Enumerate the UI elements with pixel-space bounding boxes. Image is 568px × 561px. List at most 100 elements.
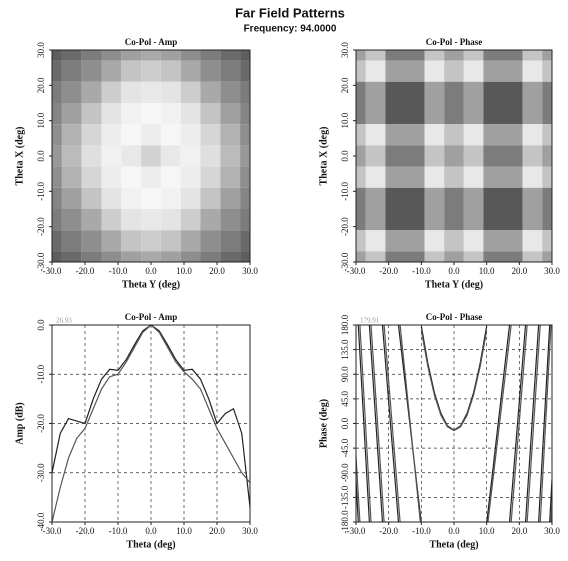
heatmap-cell — [180, 60, 201, 82]
heatmap-cell — [542, 166, 552, 188]
heatmap-cell — [522, 251, 543, 262]
heatmap-cell — [385, 145, 405, 167]
heatmap-cell — [424, 124, 445, 146]
heatmap-cell — [542, 50, 552, 61]
heatmap-cell — [160, 209, 181, 231]
heatmap-cell — [424, 166, 445, 188]
heatmap-cell — [365, 187, 386, 209]
x-tick-label: -20.0 — [379, 526, 398, 536]
heatmap-cell — [356, 60, 366, 82]
heatmap-cell — [405, 230, 425, 252]
heatmap-cell — [240, 230, 250, 252]
y-tick-label: -20.0 — [340, 217, 350, 236]
panel-title: Co-Pol - Phase — [426, 312, 483, 322]
heatmap-cell — [121, 60, 142, 82]
x-tick-label: -30.0 — [43, 526, 62, 536]
heatmap-cell — [180, 209, 201, 231]
heatmap-cell — [160, 230, 181, 252]
heatmap-cell — [356, 145, 366, 167]
y-tick-label: -90.0 — [340, 463, 350, 482]
heatmap-cell — [522, 103, 543, 125]
heatmap-cell — [52, 166, 62, 188]
heatmap-cell — [503, 166, 523, 188]
heatmap-cell — [424, 209, 445, 231]
heatmap-cell — [463, 60, 484, 82]
heatmap-cell — [356, 251, 366, 262]
heatmap-cell — [160, 60, 181, 82]
heatmap-cell — [522, 230, 543, 252]
heatmap-cell — [522, 60, 543, 82]
heatmap-cell — [385, 124, 405, 146]
y-tick-label: -45.0 — [340, 438, 350, 457]
y-tick-label: -40.0 — [36, 512, 46, 531]
heatmap-cell — [180, 251, 201, 262]
heatmap-cell — [542, 103, 552, 125]
heatmap-cell — [220, 60, 241, 82]
y-tick-label: 30.0 — [340, 42, 350, 58]
heatmap-cell — [405, 124, 425, 146]
heatmap-cell — [121, 166, 142, 188]
heatmap-cell — [200, 209, 221, 231]
heatmap-cell — [424, 103, 445, 125]
heatmap-cell — [542, 187, 552, 209]
x-tick-label: 20.0 — [209, 526, 225, 536]
x-tick-label: 30.0 — [544, 526, 560, 536]
heatmap-cell — [220, 251, 241, 262]
heatmap-cell — [385, 251, 405, 262]
heatmap-cell — [503, 81, 523, 103]
heatmap-cell — [101, 166, 122, 188]
heatmap-cell — [503, 230, 523, 252]
heatmap-cell — [365, 230, 386, 252]
heatmap-cell — [503, 251, 523, 262]
heatmap-cell — [405, 60, 425, 82]
y-tick-label: -20.0 — [36, 217, 46, 236]
heatmap-cell — [385, 166, 405, 188]
heatmap-cell — [463, 145, 484, 167]
heatmap-cell — [220, 124, 241, 146]
heatmap-cell — [483, 251, 503, 262]
heatmap-cell — [121, 145, 142, 167]
x-tick-label: 10.0 — [479, 266, 495, 276]
heatmap-cell — [52, 103, 62, 125]
heatmap-cell — [405, 50, 425, 61]
y-tick-label: -30.0 — [340, 252, 350, 271]
heatmap-cell — [52, 50, 62, 61]
heatmap-cell — [61, 50, 82, 61]
x-axis-label: Theta (deg) — [429, 539, 478, 550]
heatmap-cell — [503, 103, 523, 125]
y-tick-label: -180.0 — [340, 510, 350, 534]
x-tick-label: 0.0 — [448, 266, 460, 276]
heatmap-cell — [220, 209, 241, 231]
heatmap-cell — [483, 124, 503, 146]
heatmap-cell — [121, 81, 142, 103]
heatmap-cell — [81, 103, 102, 125]
heatmap-cell — [52, 230, 62, 252]
heatmap-cell — [141, 145, 161, 167]
heatmap-cell — [52, 187, 62, 209]
heatmap-cell — [160, 145, 181, 167]
heatmap-cell — [522, 145, 543, 167]
y-tick-label: 0.0 — [340, 150, 350, 162]
heatmap-cell — [444, 166, 464, 188]
y-axis-label: Phase (deg) — [318, 399, 329, 448]
heatmap-cell — [542, 124, 552, 146]
heatmap-cell — [405, 166, 425, 188]
heatmap-cell — [160, 251, 181, 262]
heatmap-cell — [240, 251, 250, 262]
heatmap-cell — [463, 187, 484, 209]
x-tick-label: -10.0 — [412, 266, 431, 276]
heatmap-cell — [542, 81, 552, 103]
heatmap-cell — [405, 81, 425, 103]
heatmap-cell — [220, 230, 241, 252]
heatmap-cell — [52, 145, 62, 167]
heatmap-cell — [522, 50, 543, 61]
heatmap-cell — [180, 103, 201, 125]
heatmap-cell — [141, 230, 161, 252]
heatmap-cell — [356, 81, 366, 103]
heatmap-cell — [542, 230, 552, 252]
heatmap-cell — [81, 145, 102, 167]
heatmap-cell — [121, 187, 142, 209]
heatmap-cell — [463, 103, 484, 125]
